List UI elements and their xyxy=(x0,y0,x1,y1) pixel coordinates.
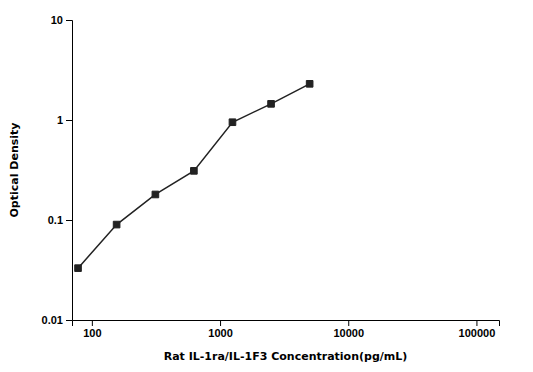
x-tick-label: 100000 xyxy=(459,327,496,339)
y-tick-mark xyxy=(66,20,72,21)
y-tick-label: 1 xyxy=(57,114,63,126)
x-axis: 100 1000 10000 100000 xyxy=(73,320,500,339)
x-axis-title: Rat IL-1ra/IL-1F3 Concentration(pg/mL) xyxy=(164,350,408,363)
plot: 100 1000 10000 100000 0.01 0.1 1 10 Rat IL-1ra/I… xyxy=(8,14,500,363)
marker xyxy=(75,265,82,272)
x-tick-label: 100 xyxy=(83,327,101,339)
y-tick: 1 xyxy=(57,114,72,126)
x-tick-mark xyxy=(348,320,349,326)
y-tick: 0.1 xyxy=(48,214,72,226)
y-tick-label: 0.1 xyxy=(48,214,63,226)
marker xyxy=(306,81,313,88)
marker xyxy=(152,191,159,198)
y-tick-label: 10 xyxy=(51,14,63,26)
line xyxy=(78,84,310,268)
y-axis: 0.01 0.1 1 10 xyxy=(42,14,73,326)
x-tick: 100 xyxy=(83,320,101,339)
x-tick-label: 10000 xyxy=(333,327,364,339)
x-tick-mark xyxy=(92,320,93,326)
x-axis-line xyxy=(73,321,500,327)
y-tick-mark xyxy=(66,120,72,121)
marker xyxy=(113,221,120,228)
x-tick: 10000 xyxy=(333,320,364,339)
y-tick: 10 xyxy=(51,14,72,26)
y-axis-title: Optical Density xyxy=(8,123,21,218)
y-tick-mark xyxy=(66,220,72,221)
x-tick: 100000 xyxy=(459,320,496,339)
x-tick: 1000 xyxy=(208,320,232,339)
y-tick-label: 0.01 xyxy=(42,314,63,326)
y-tick: 0.01 xyxy=(42,314,72,326)
x-tick-label: 1000 xyxy=(208,327,232,339)
y-axis-line xyxy=(66,21,73,321)
x-tick-mark xyxy=(220,320,221,326)
marks xyxy=(75,81,313,272)
chart: 100 1000 10000 100000 0.01 0.1 1 10 Rat IL-1ra/I… xyxy=(0,0,533,372)
marker xyxy=(268,101,275,108)
x-tick-mark xyxy=(476,320,477,326)
marker xyxy=(229,119,236,126)
y-tick-mark xyxy=(66,320,72,321)
marker xyxy=(191,168,198,175)
